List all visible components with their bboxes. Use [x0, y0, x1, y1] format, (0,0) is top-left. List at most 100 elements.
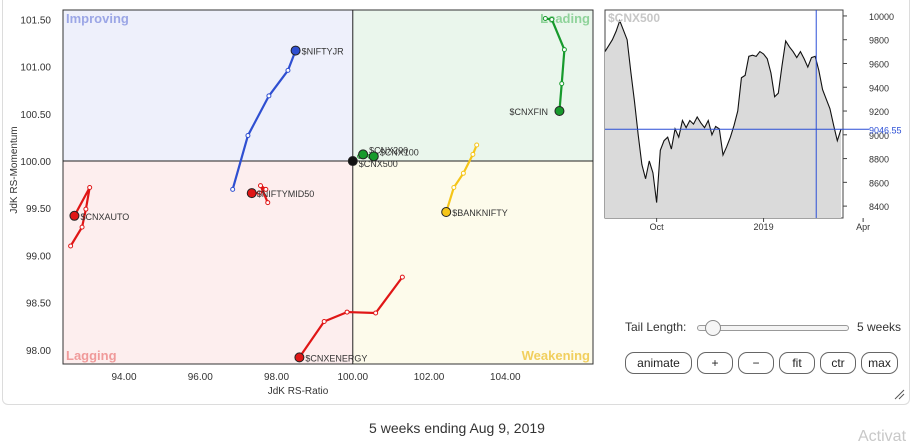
price-y-tick-label: 9600 [869, 59, 889, 69]
y-tick-label: 98.50 [26, 299, 51, 310]
series-label: $CNXENERGY [305, 353, 367, 363]
series-banknifty: $BANKNIFTY [441, 142, 508, 218]
slider-handle[interactable] [705, 320, 721, 336]
tail-point [256, 190, 262, 196]
price-area [605, 20, 841, 218]
series-label: $CNX200 [369, 145, 408, 155]
price-y-tick-label: 8600 [869, 178, 889, 188]
y-tick-label: 101.00 [20, 63, 51, 74]
tail-length-control: Tail Length: 5 weeks [625, 318, 905, 336]
x-axis-label: JdK RS-Ratio [268, 386, 329, 397]
y-tick-label: 99.00 [26, 251, 51, 262]
series-cnx100: $CNX100 [367, 147, 419, 162]
tail-point [68, 243, 74, 249]
zoom-out-button[interactable]: − [738, 352, 774, 374]
head-marker[interactable] [441, 207, 452, 218]
leading-quadrant [352, 10, 593, 162]
head-marker[interactable] [246, 188, 257, 199]
activation-watermark: Activat [858, 428, 907, 445]
price-x-tick-label: Oct [650, 222, 665, 232]
price-y-tick-label: 9400 [869, 83, 889, 93]
tail-point [559, 81, 565, 87]
price-line [604, 19, 842, 203]
tail-point [474, 142, 480, 148]
series-label: $CNXFIN [509, 107, 548, 117]
y-tick-label: 98.00 [26, 346, 51, 357]
x-tick-label: 102.00 [414, 372, 445, 383]
tail-point [285, 67, 291, 73]
x-tick-label: 98.00 [264, 372, 289, 383]
series-label: $NIFTYJR [302, 47, 345, 57]
x-tick-label: 96.00 [188, 372, 213, 383]
tail-point [83, 206, 89, 212]
head-marker[interactable] [358, 149, 369, 160]
series-cnx200: $CNX200 [357, 145, 408, 160]
tail-point [470, 151, 476, 157]
price-y-tick-label: 9000 [869, 131, 889, 141]
price-y-tick-label: 9800 [869, 36, 889, 46]
quadrant-label-improving: Improving [66, 11, 129, 26]
tail-point [245, 133, 251, 139]
price-x-tick-label: 2019 [754, 222, 774, 232]
quadrant-label-weakening: Weakening [522, 348, 590, 363]
tail-point [266, 93, 272, 99]
tail-point [258, 183, 264, 189]
plot-frame [62, 9, 594, 365]
tail-point [399, 274, 405, 280]
y-tick-label: 99.50 [26, 204, 51, 215]
head-marker[interactable] [69, 210, 80, 221]
y-tick-label: 101.50 [20, 15, 51, 26]
x-tick-label: 100.00 [337, 372, 368, 383]
price-x-tick-label: Apr [856, 222, 870, 232]
chart-caption: 5 weeks ending Aug 9, 2019 [369, 420, 545, 436]
tail-point [321, 319, 327, 325]
quadrant-label-lagging: Lagging [66, 348, 117, 363]
y-tick-label: 100.50 [20, 110, 51, 121]
series-cnxfin: $CNXFIN [509, 15, 567, 117]
price-y-tick-label: 8400 [869, 202, 889, 212]
head-marker[interactable] [368, 151, 379, 162]
tail-length-slider[interactable] [697, 320, 849, 336]
price-chart-title: $CNX500 [608, 11, 660, 25]
max-button[interactable]: max [861, 352, 898, 374]
tail-point [561, 47, 567, 53]
series-cnx500: $CNX500 [347, 156, 398, 169]
head-marker[interactable] [294, 352, 305, 363]
y-tick-label: 100.00 [20, 157, 51, 168]
price-y-tick-label: 8800 [869, 155, 889, 165]
series-label: $NIFTYMID50 [257, 189, 315, 199]
series-cnxenergy: $CNXENERGY [294, 274, 405, 363]
last-value-label: 9046.55 [869, 125, 902, 135]
animate-button[interactable]: animate [625, 352, 692, 374]
series-label: $BANKNIFTY [452, 208, 508, 218]
improving-quadrant [63, 10, 353, 162]
series-niftymid50: $NIFTYMID50 [246, 183, 315, 206]
tail-point [263, 186, 269, 192]
fit-button[interactable]: fit [779, 352, 815, 374]
tail-point [460, 170, 466, 176]
x-tick-label: 104.00 [490, 372, 521, 383]
series-label: $CNXAUTO [80, 212, 129, 222]
tail-point [373, 310, 379, 316]
zoom-in-button[interactable]: + [697, 352, 733, 374]
resize-grip-icon[interactable] [893, 388, 905, 400]
tail-point [542, 15, 548, 21]
series-label: $CNX100 [380, 147, 419, 157]
series-cnxauto: $CNXAUTO [68, 184, 129, 249]
tail-point [265, 200, 271, 206]
head-marker[interactable] [554, 106, 565, 117]
tail-point [344, 309, 350, 315]
y-axis-label: JdK RS-Momentum [9, 126, 20, 213]
price-y-tick-label: 10000 [869, 12, 894, 22]
x-tick-label: 94.00 [111, 372, 136, 383]
head-marker[interactable] [290, 45, 301, 56]
series-niftyjr: $NIFTYJR [230, 45, 345, 192]
tail-point [79, 224, 85, 230]
center-button[interactable]: ctr [820, 352, 856, 374]
tail-point [87, 184, 93, 190]
head-marker[interactable] [347, 156, 358, 167]
lagging-quadrant [63, 161, 353, 364]
price-y-tick-label: 9200 [869, 107, 889, 117]
price-chart[interactable]: 8400 8600 8800 9000 9200 9400 9600 9800 10000 Oct… [3, 0, 911, 260]
